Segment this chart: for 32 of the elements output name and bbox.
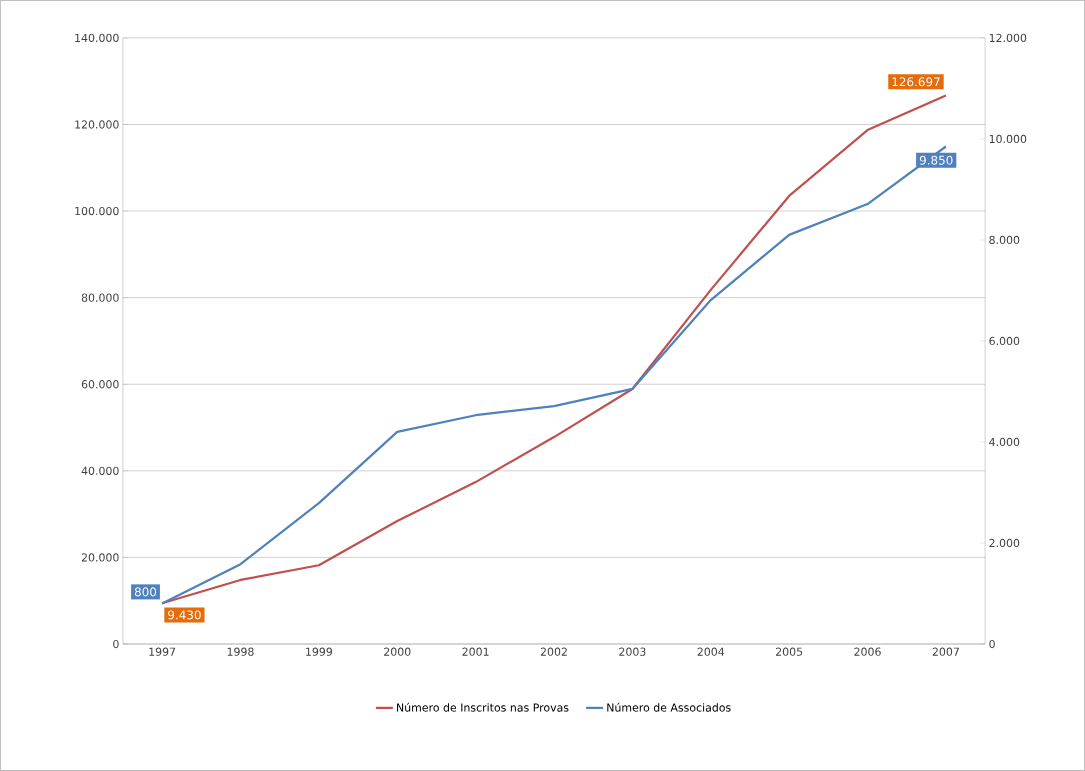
legend-label: Número de Associados <box>607 702 731 712</box>
x-tick-label: 1999 <box>306 647 333 656</box>
x-tick-label: 2007 <box>932 647 959 656</box>
y2-tick-label: 2.000 <box>989 538 1020 548</box>
y-tick-label: 140.000 <box>75 33 119 43</box>
y-tick-label: 20.000 <box>81 553 119 562</box>
x-tick-label: 2000 <box>384 647 411 656</box>
legend-label: Número de Inscritos nas Provas <box>397 702 569 712</box>
x-tick-label: 2002 <box>540 647 567 656</box>
y-tick-label: 120.000 <box>75 120 119 129</box>
y2-tick-label: 8.000 <box>989 235 1020 245</box>
x-tick-label: 2001 <box>462 647 489 656</box>
y2-tick-label: 0 <box>989 639 995 649</box>
x-tick-label: 2006 <box>854 647 881 656</box>
x-tick-label: 2003 <box>619 647 646 656</box>
y2-tick-label: 10.000 <box>989 134 1027 144</box>
y-tick-label: 40.000 <box>81 466 119 476</box>
y2-tick-label: 12.000 <box>989 33 1027 43</box>
data-label: 800 <box>134 587 157 597</box>
x-tick-label: 2005 <box>775 647 803 656</box>
data-label: 9.430 <box>168 610 201 620</box>
data-label: 126.697 <box>892 77 940 87</box>
y-tick-label: 60.000 <box>81 380 119 389</box>
x-tick-label: 2004 <box>697 647 725 656</box>
y-tick-label: 0 <box>113 639 119 649</box>
x-tick-label: 1998 <box>227 647 254 656</box>
x-tick-label: 1997 <box>149 647 176 656</box>
y-tick-label: 80.000 <box>81 293 119 302</box>
y2-tick-label: 6.000 <box>989 336 1020 346</box>
y2-tick-label: 4.000 <box>989 437 1020 447</box>
data-label: 9.850 <box>919 155 953 165</box>
y-tick-label: 100.000 <box>75 206 119 216</box>
